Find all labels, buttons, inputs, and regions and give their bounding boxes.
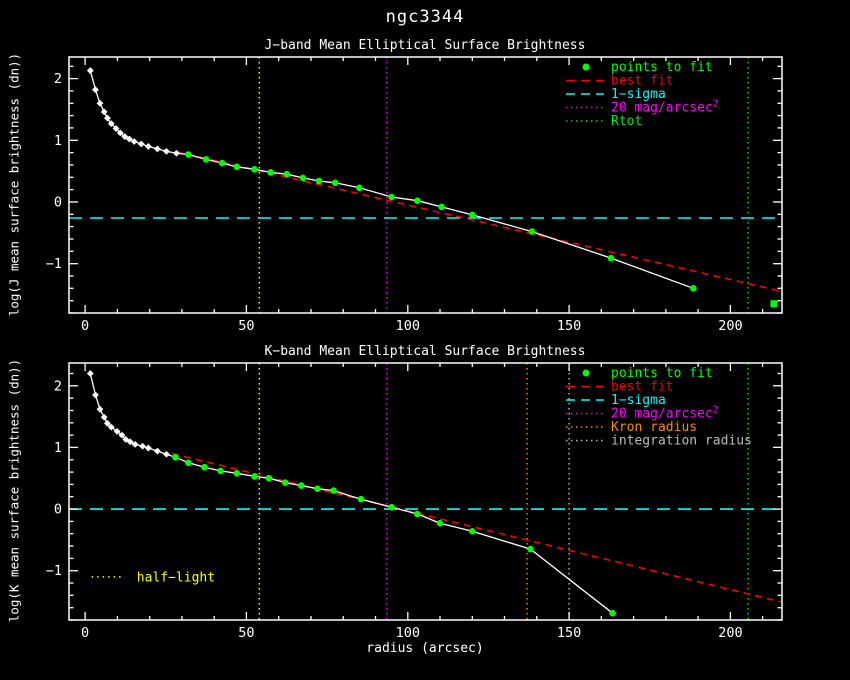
x-axis-label: radius (arcsec) bbox=[366, 641, 484, 656]
legend-label: points to fit bbox=[611, 366, 713, 381]
half-light-key-label: half−light bbox=[137, 570, 215, 585]
x-tick-label: 50 bbox=[238, 625, 254, 641]
profile-points bbox=[86, 67, 180, 157]
legend-sample-dot bbox=[582, 63, 590, 71]
x-tick-label: 150 bbox=[557, 318, 581, 334]
axes-box bbox=[68, 362, 783, 621]
j-band-y-axis-label: log(J mean surface brightness (dn)) bbox=[6, 52, 22, 317]
j-band-panel-title: J−band Mean Elliptical Surface Brightnes… bbox=[264, 38, 586, 53]
k-band-y-axis-label: log(K mean surface brightness (dn)) bbox=[6, 358, 22, 623]
legend-label: best fit bbox=[611, 74, 674, 89]
x-tick-label: 0 bbox=[81, 625, 89, 641]
y-tick-label: 0 bbox=[54, 195, 62, 211]
k-band-panel-title: K−band Mean Elliptical Surface Brightnes… bbox=[264, 344, 586, 359]
legend-label: 20 mag/arcsec2 bbox=[611, 99, 719, 116]
legend-label: integration radius bbox=[611, 434, 752, 449]
legend-label: points to fit bbox=[611, 60, 713, 75]
legend-label: 20 mag/arcsec2 bbox=[611, 405, 719, 422]
x-tick-label: 0 bbox=[81, 318, 89, 334]
legend-label: 1−sigma bbox=[611, 393, 666, 408]
x-tick-label: 150 bbox=[557, 625, 581, 641]
axis-ticks bbox=[69, 57, 782, 314]
legend-label: 1−sigma bbox=[611, 87, 666, 102]
y-tick-label: −1 bbox=[46, 256, 62, 272]
legend-label: Rtot bbox=[611, 114, 642, 129]
legend-label: Kron radius bbox=[611, 420, 697, 435]
y-tick-label: −1 bbox=[46, 563, 62, 579]
best-fit-line bbox=[175, 150, 783, 293]
axis-ticks bbox=[69, 363, 782, 621]
y-tick-label: 1 bbox=[54, 133, 62, 149]
axes-box bbox=[68, 56, 783, 314]
x-tick-label: 200 bbox=[718, 318, 742, 334]
x-tick-label: 100 bbox=[396, 318, 420, 334]
points-to-fit bbox=[185, 151, 697, 292]
y-tick-label: 2 bbox=[54, 71, 62, 87]
y-tick-label: 2 bbox=[54, 378, 62, 394]
y-tick-label: 0 bbox=[54, 502, 62, 518]
x-tick-label: 50 bbox=[238, 318, 254, 334]
x-tick-label: 100 bbox=[396, 625, 420, 641]
best-fit-line bbox=[172, 452, 783, 603]
legend-sample-dot bbox=[582, 369, 590, 377]
legend-label: best fit bbox=[611, 380, 674, 395]
figure-title: ngc3344 bbox=[385, 7, 465, 27]
profile-line bbox=[89, 70, 694, 289]
detached-point bbox=[770, 300, 778, 308]
points-to-fit bbox=[172, 454, 616, 617]
x-tick-label: 200 bbox=[718, 625, 742, 641]
profile-points bbox=[86, 370, 170, 458]
y-tick-label: 1 bbox=[54, 440, 62, 456]
